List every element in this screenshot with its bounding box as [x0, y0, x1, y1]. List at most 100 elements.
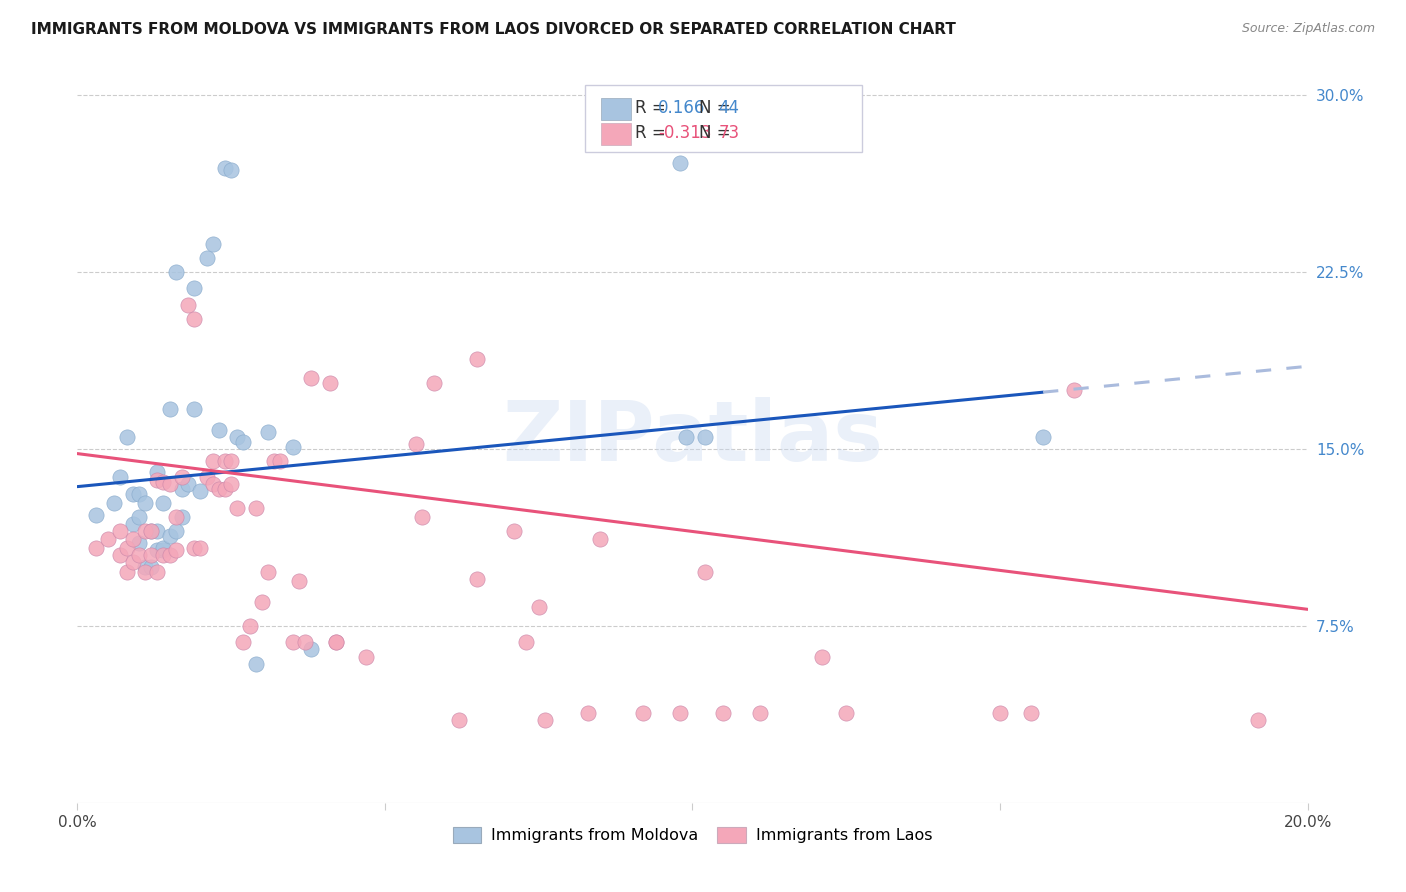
Point: [214, 482, 236, 496]
Point: [201, 236, 224, 251]
Point: [165, 510, 187, 524]
Point: [195, 251, 218, 265]
Point: [356, 649, 378, 664]
Point: [110, 470, 132, 484]
Point: [152, 496, 174, 510]
Point: [208, 423, 231, 437]
Point: [226, 430, 249, 444]
Point: [183, 312, 205, 326]
Point: [515, 635, 537, 649]
Point: [146, 466, 169, 480]
Point: [1247, 713, 1270, 727]
Point: [465, 572, 488, 586]
Point: [669, 156, 692, 170]
Point: [263, 453, 285, 467]
Point: [250, 595, 273, 609]
Point: [134, 524, 156, 539]
Point: [239, 619, 262, 633]
Point: [115, 565, 138, 579]
Legend: Immigrants from Moldova, Immigrants from Laos: Immigrants from Moldova, Immigrants from…: [446, 821, 939, 850]
Point: [165, 543, 187, 558]
Point: [84, 508, 107, 522]
Point: [447, 713, 470, 727]
Point: [245, 500, 267, 515]
Point: [201, 453, 224, 467]
Point: [159, 529, 181, 543]
Point: [110, 524, 132, 539]
Point: [257, 565, 280, 579]
Point: [170, 510, 193, 524]
Text: 0.166: 0.166: [658, 99, 706, 117]
Point: [146, 565, 169, 579]
Text: 44: 44: [718, 99, 740, 117]
Point: [1019, 706, 1042, 720]
Point: [988, 706, 1011, 720]
Point: [141, 559, 163, 574]
Text: IMMIGRANTS FROM MOLDOVA VS IMMIGRANTS FROM LAOS DIVORCED OR SEPARATED CORRELATIO: IMMIGRANTS FROM MOLDOVA VS IMMIGRANTS FR…: [31, 22, 956, 37]
Point: [269, 453, 291, 467]
Point: [146, 524, 169, 539]
Point: [103, 496, 125, 510]
Text: ZIPatlas: ZIPatlas: [502, 397, 883, 477]
Point: [411, 510, 433, 524]
Point: [195, 470, 218, 484]
Point: [810, 649, 832, 664]
Point: [299, 642, 322, 657]
Point: [177, 477, 200, 491]
Point: [1032, 430, 1054, 444]
Point: [121, 532, 143, 546]
Point: [589, 532, 612, 546]
Point: [299, 371, 322, 385]
Point: [675, 430, 697, 444]
Point: [177, 298, 200, 312]
Text: N =: N =: [699, 99, 735, 117]
Point: [134, 565, 156, 579]
Point: [232, 434, 254, 449]
Point: [257, 425, 280, 440]
Point: [121, 486, 143, 500]
Point: [669, 706, 692, 720]
Point: [146, 543, 169, 558]
Point: [288, 574, 311, 588]
Point: [128, 548, 150, 562]
Point: [188, 484, 212, 499]
Point: [633, 706, 655, 720]
Point: [121, 555, 143, 569]
Point: [281, 635, 304, 649]
Point: [152, 548, 174, 562]
Point: [423, 376, 446, 390]
Point: [121, 517, 143, 532]
Point: [534, 713, 557, 727]
Point: [84, 541, 107, 555]
FancyBboxPatch shape: [602, 98, 631, 120]
Point: [152, 541, 174, 555]
Text: 73: 73: [718, 124, 740, 142]
Point: [281, 440, 304, 454]
Point: [165, 524, 187, 539]
Point: [711, 706, 734, 720]
Point: [226, 500, 249, 515]
Point: [165, 265, 187, 279]
Point: [693, 430, 716, 444]
Point: [152, 475, 174, 489]
Point: [835, 706, 858, 720]
Point: [141, 524, 163, 539]
Point: [183, 401, 205, 416]
Text: R =: R =: [634, 99, 671, 117]
Point: [128, 536, 150, 550]
Point: [294, 635, 316, 649]
Point: [188, 541, 212, 555]
Point: [318, 376, 340, 390]
Point: [527, 599, 550, 614]
Point: [97, 532, 120, 546]
Point: [214, 161, 236, 175]
Point: [170, 482, 193, 496]
Text: R =: R =: [634, 124, 671, 142]
Point: [201, 477, 224, 491]
Text: Source: ZipAtlas.com: Source: ZipAtlas.com: [1241, 22, 1375, 36]
Point: [159, 548, 181, 562]
Text: -0.313: -0.313: [658, 124, 711, 142]
Point: [245, 657, 267, 671]
FancyBboxPatch shape: [585, 85, 862, 152]
Point: [146, 473, 169, 487]
